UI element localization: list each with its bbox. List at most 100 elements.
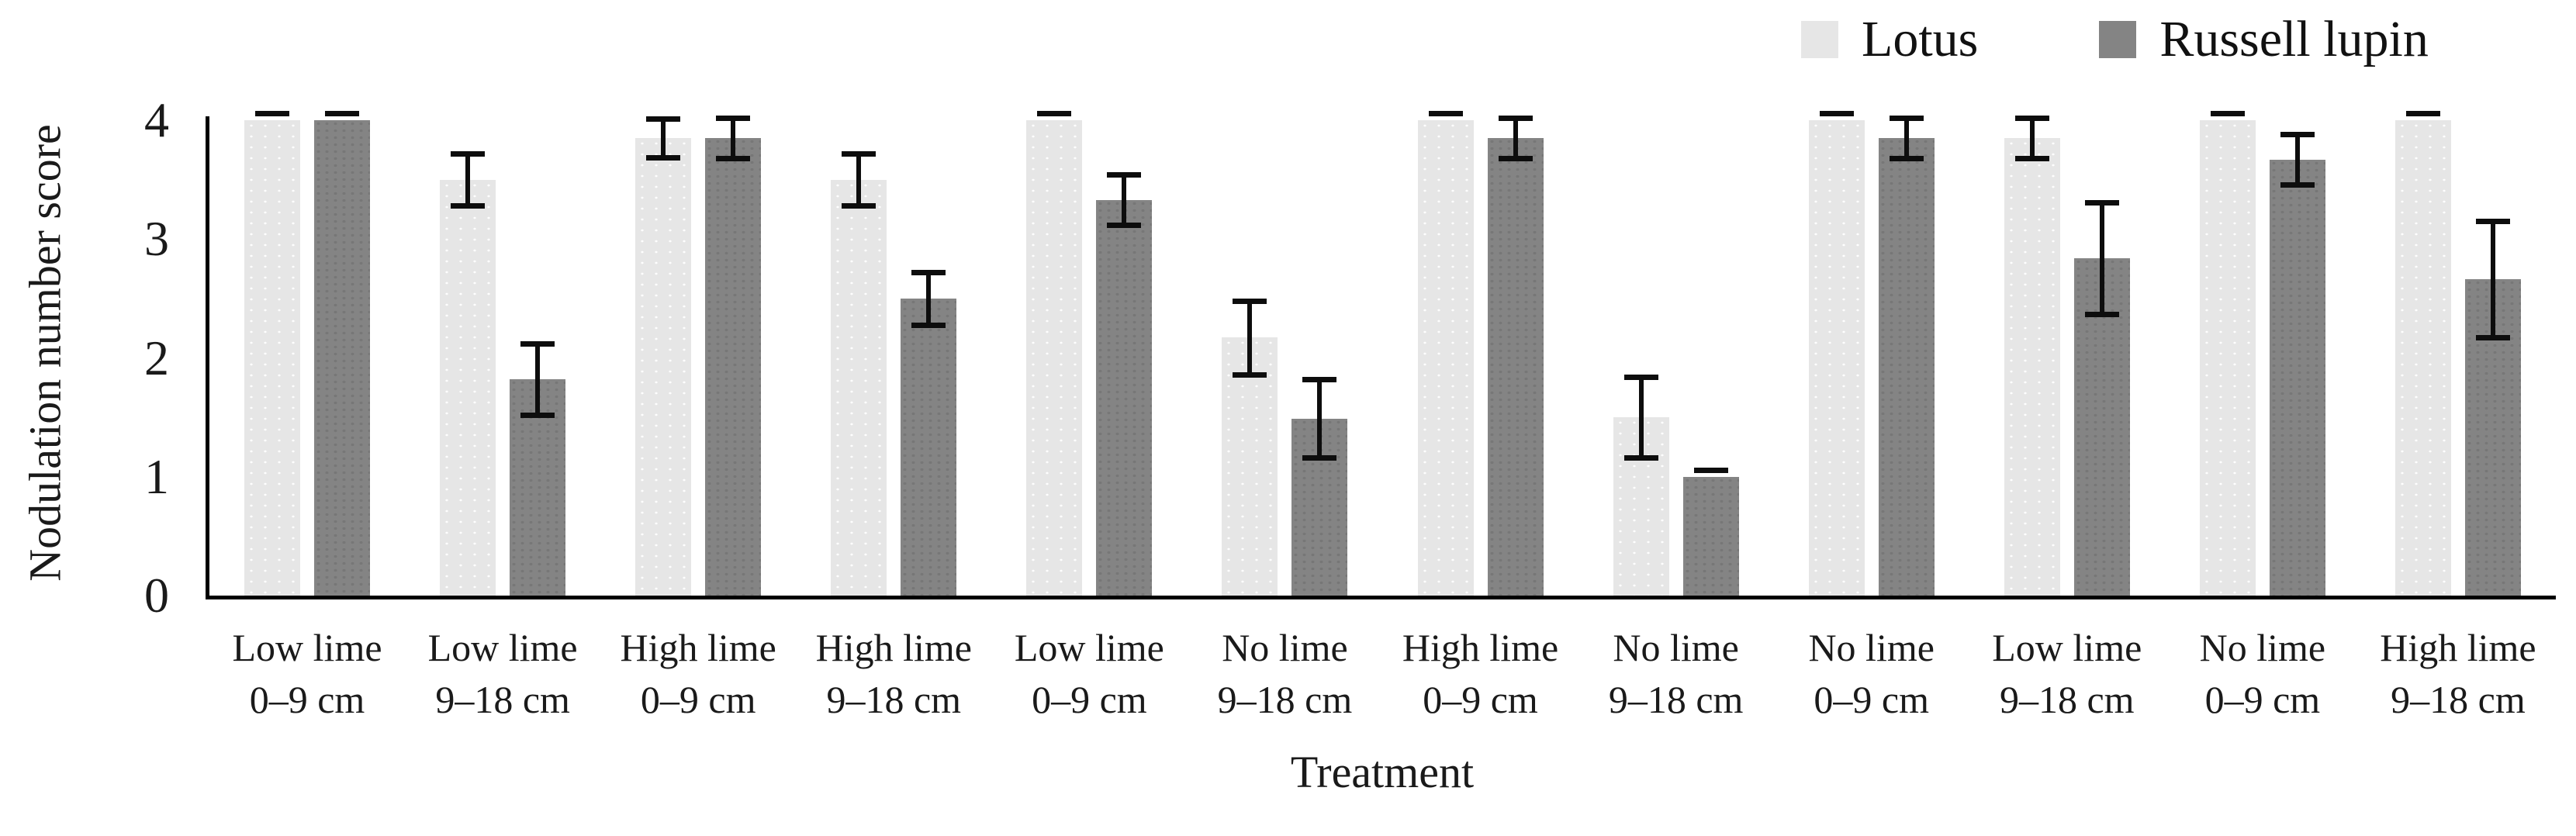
error-bar-cap xyxy=(1819,111,1854,117)
error-bar-line xyxy=(1903,117,1909,159)
error-bar-cap xyxy=(1889,115,1924,121)
error-bar-cap xyxy=(911,322,946,328)
x-category-label: High lime 0–9 cm xyxy=(600,622,796,726)
x-category-label-line: High lime xyxy=(1402,626,1559,669)
error-bar-cap xyxy=(2084,199,2119,206)
error-bar-line xyxy=(2029,117,2035,159)
bar-lotus xyxy=(1026,120,1083,596)
x-category-label-line: High lime xyxy=(620,626,776,669)
error-bar-cap xyxy=(1623,455,1658,461)
x-category-label: No lime 0–9 cm xyxy=(2165,622,2360,726)
error-bar-line xyxy=(2294,134,2300,185)
y-tick-label-4: 4 xyxy=(144,92,169,147)
x-category-label: Low lime 9–18 cm xyxy=(1969,622,2165,726)
error-bar-cap xyxy=(1233,298,1267,304)
x-category-label: High lime 9–18 cm xyxy=(796,622,991,726)
error-bar-cap xyxy=(646,154,681,161)
x-category-label-line: 0–9 cm xyxy=(1423,678,1538,721)
bar-russell xyxy=(1682,476,1739,596)
x-category-label-line: 9–18 cm xyxy=(435,678,570,721)
error-bar-cap xyxy=(1302,455,1337,461)
error-bar-cap xyxy=(1498,115,1533,121)
bar-lotus xyxy=(831,179,887,596)
x-category-label: Low lime 0–9 cm xyxy=(209,622,405,726)
error-bar-cap xyxy=(1233,371,1267,378)
y-tick-label-2: 2 xyxy=(144,330,169,385)
x-axis-line xyxy=(206,596,2556,599)
x-category-label-line: Low lime xyxy=(1992,626,2142,669)
error-bar-cap xyxy=(2014,115,2049,121)
error-bar-line xyxy=(2490,221,2495,338)
x-category-label-line: 0–9 cm xyxy=(1814,678,1929,721)
x-category-label: Low lime 9–18 cm xyxy=(405,622,600,726)
error-bar-cap xyxy=(451,150,486,157)
x-category-label: High lime 9–18 cm xyxy=(2360,622,2556,726)
x-category-label-line: 9–18 cm xyxy=(1217,678,1353,721)
bar-russell xyxy=(314,120,371,596)
error-bar-line xyxy=(2099,202,2104,314)
x-axis-title: Treatment xyxy=(1290,747,1475,797)
bar-lotus xyxy=(2394,120,2451,596)
error-bar-cap xyxy=(520,341,555,347)
error-bar-cap xyxy=(2405,111,2440,117)
error-bar-cap xyxy=(1623,375,1658,381)
x-category-label-line: Low lime xyxy=(232,626,382,669)
x-category-label-line: High lime xyxy=(815,626,972,669)
bar-russell xyxy=(901,298,957,596)
error-bar-cap xyxy=(255,111,290,117)
error-bar-line xyxy=(1122,174,1127,225)
bar-russell xyxy=(2269,159,2325,596)
error-bar-cap xyxy=(1037,111,1072,117)
error-bar-cap xyxy=(325,111,360,117)
legend-item-russell-lupin: Russell lupin xyxy=(2099,11,2429,68)
error-bar-cap xyxy=(2280,181,2315,188)
bar-russell xyxy=(1878,137,1935,596)
error-bar-cap xyxy=(1889,156,1924,162)
legend-label-russell-lupin: Russell lupin xyxy=(2159,11,2429,67)
x-category-label-line: 0–9 cm xyxy=(640,678,756,721)
y-tick-label-0: 0 xyxy=(144,568,169,623)
error-bar-cap xyxy=(911,270,946,276)
x-category-label-line: No lime xyxy=(1613,626,1739,669)
error-bar-cap xyxy=(1428,111,1463,117)
error-bar-cap xyxy=(1107,222,1142,228)
error-bar-line xyxy=(856,153,862,206)
error-bar-line xyxy=(1317,379,1323,458)
error-bar-line xyxy=(465,153,471,206)
y-axis-line xyxy=(206,116,209,599)
error-bar-line xyxy=(926,272,932,325)
error-bar-cap xyxy=(2475,219,2510,225)
x-category-label-line: 9–18 cm xyxy=(826,678,962,721)
x-category-label-line: High lime xyxy=(2380,626,2536,669)
error-bar-line xyxy=(661,119,666,157)
bar-russell xyxy=(705,137,762,596)
x-category-label-line: No lime xyxy=(1222,626,1348,669)
bar-lotus xyxy=(1613,417,1669,596)
legend-label-lotus: Lotus xyxy=(1862,11,1979,67)
error-bar-cap xyxy=(1302,377,1337,383)
lotus-swatch-icon xyxy=(1801,21,1838,58)
error-bar-cap xyxy=(716,156,751,162)
x-category-label-line: 0–9 cm xyxy=(2204,678,2321,721)
error-bar-line xyxy=(1247,300,1253,375)
bar-russell xyxy=(1096,199,1153,596)
x-category-label-line: Low lime xyxy=(1014,626,1164,669)
legend-item-lotus: Lotus xyxy=(1801,11,1978,68)
russell-lupin-swatch-icon xyxy=(2099,21,2137,58)
bar-lotus xyxy=(1808,120,1865,596)
error-bar-line xyxy=(535,344,541,416)
error-bar-cap xyxy=(2475,335,2510,341)
x-category-label-line: 9–18 cm xyxy=(1999,678,2135,721)
error-bar-cap xyxy=(1498,156,1533,162)
y-tick-label-3: 3 xyxy=(144,211,169,267)
error-bar-cap xyxy=(1693,468,1728,474)
x-category-label-line: No lime xyxy=(2199,626,2326,669)
error-bar-cap xyxy=(2014,156,2049,162)
error-bar-cap xyxy=(646,116,681,123)
x-category-label: No lime 9–18 cm xyxy=(1187,622,1382,726)
bar-lotus xyxy=(1222,337,1278,596)
bar-lotus xyxy=(1417,120,1474,596)
error-bar-cap xyxy=(520,413,555,419)
error-bar-cap xyxy=(451,203,486,209)
